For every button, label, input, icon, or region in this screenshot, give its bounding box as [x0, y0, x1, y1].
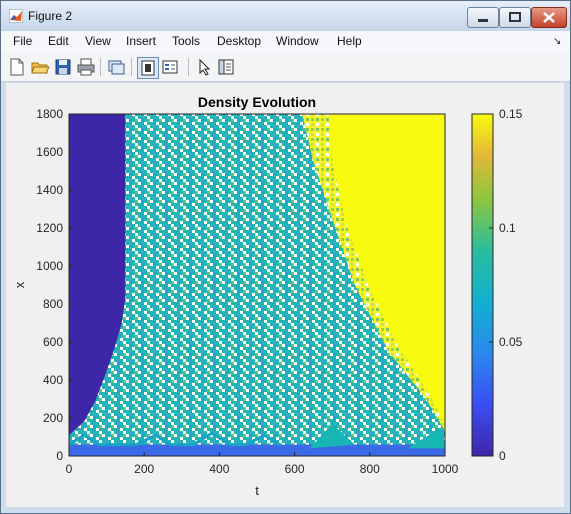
menu-tools[interactable]: Tools	[172, 34, 201, 48]
plot-area: Density Evolution 0 200 400 600 800 1000 0 200 40…	[12, 94, 459, 498]
window-title: Figure 2	[28, 9, 73, 23]
x-tick-label: 400	[209, 462, 229, 476]
dock-arrow-icon[interactable]: ↘	[553, 36, 562, 47]
x-axis-label: t	[255, 483, 259, 498]
axes-box	[68, 113, 446, 457]
menu-bar: File Edit View Insert Tools Desktop Wind…	[1, 31, 570, 53]
y-tick-label: 400	[43, 373, 63, 387]
y-tick-label: 600	[43, 335, 63, 349]
menu-window[interactable]: Window	[276, 34, 319, 48]
minimize-icon	[478, 19, 488, 22]
y-tick-label: 800	[43, 297, 63, 311]
region-left-low	[69, 114, 126, 436]
close-icon	[543, 12, 555, 23]
save-icon[interactable]	[53, 57, 73, 77]
menu-help[interactable]: Help	[337, 34, 362, 48]
x-tick-label: 1000	[432, 462, 459, 476]
toolbar	[1, 53, 570, 82]
toolbar-separator	[100, 58, 101, 76]
colorbar-tick-label: 0.15	[499, 107, 523, 121]
print-icon[interactable]	[76, 57, 96, 77]
close-button[interactable]	[531, 7, 567, 28]
x-tick-label: 200	[134, 462, 154, 476]
toolbar-separator	[131, 58, 132, 76]
y-tick-label: 1600	[36, 145, 63, 159]
colorbar-tick-label: 0.1	[499, 221, 516, 235]
colorbar: 0 0.05 0.1 0.15	[471, 107, 523, 463]
new-figure-icon[interactable]	[7, 57, 27, 77]
menu-desktop[interactable]: Desktop	[217, 34, 262, 48]
menu-view[interactable]: View	[85, 34, 111, 48]
toolbar-separator	[188, 58, 189, 76]
open-file-icon[interactable]	[30, 57, 50, 77]
density-heatmap[interactable]: Density Evolution 0 200 400 600 800 1000 0 200 40…	[6, 83, 564, 507]
figure-canvas: Density Evolution 0 200 400 600 800 1000 0 200 40…	[6, 83, 564, 507]
x-tick-label: 800	[360, 462, 380, 476]
menu-edit[interactable]: Edit	[48, 34, 69, 48]
property-editor-icon[interactable]	[216, 57, 236, 77]
y-axis-label: x	[12, 281, 27, 288]
y-tick-label: 1000	[36, 259, 63, 273]
pointer-icon[interactable]	[194, 57, 214, 77]
y-tick-label: 200	[43, 411, 63, 425]
y-tick-label: 0	[56, 449, 63, 463]
y-tick-label: 1800	[36, 107, 63, 121]
region-right-high	[328, 114, 445, 426]
bottom-band	[69, 444, 445, 456]
x-tick-label: 0	[66, 462, 73, 476]
bottom-wave	[69, 431, 281, 447]
colorbar-tick-label: 0	[499, 449, 506, 463]
menu-file[interactable]: File	[13, 34, 33, 48]
colorbar-tick-label: 0.05	[499, 335, 523, 349]
y-tick-label: 1400	[36, 183, 63, 197]
insert-legend-icon[interactable]	[160, 57, 180, 77]
chart-title: Density Evolution	[198, 94, 316, 110]
menu-insert[interactable]: Insert	[126, 34, 157, 48]
bottom-wedge	[309, 423, 355, 449]
x-tick-label: 600	[285, 462, 305, 476]
link-plot-icon[interactable]	[106, 57, 126, 77]
bottom-wedge	[407, 427, 445, 449]
y-tick-label: 1200	[36, 221, 63, 235]
minimize-button[interactable]	[467, 7, 499, 28]
matlab-logo-icon	[9, 9, 23, 23]
dock-figure-icon[interactable]	[137, 57, 159, 79]
colorbar-gradient	[471, 113, 494, 457]
heatmap-field	[69, 114, 445, 456]
maximize-button[interactable]	[499, 7, 531, 28]
maximize-icon	[509, 12, 521, 22]
title-bar: Figure 2	[1, 1, 570, 31]
